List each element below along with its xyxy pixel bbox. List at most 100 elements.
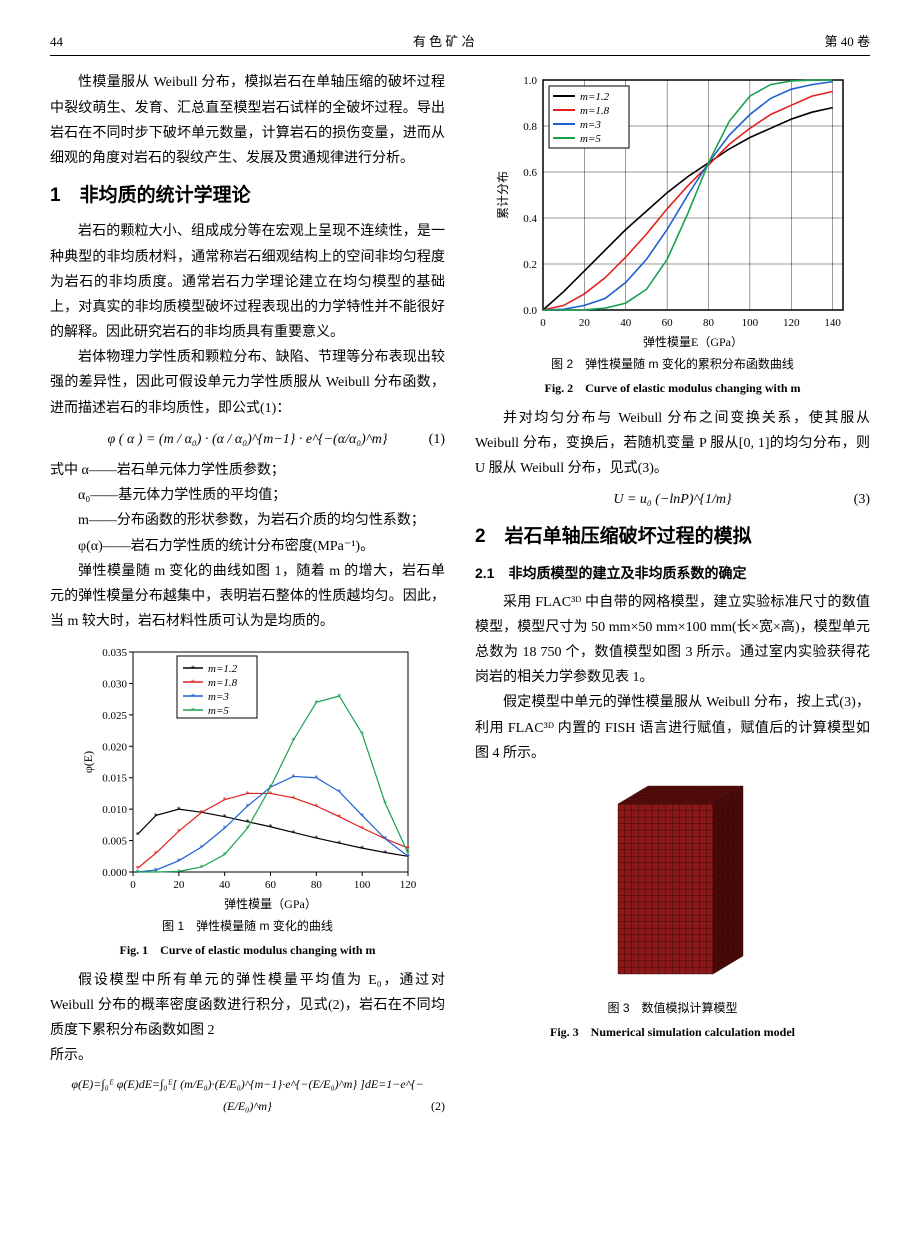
svg-text:*: *	[222, 824, 226, 833]
svg-text:0.8: 0.8	[523, 121, 537, 133]
page-number: 44	[50, 30, 63, 53]
svg-text:1.0: 1.0	[523, 75, 537, 87]
fig3-caption-en: Fig. 3 Numerical simulation calculation …	[475, 1022, 870, 1044]
svg-text:60: 60	[265, 879, 277, 891]
svg-text:*: *	[337, 839, 341, 848]
svg-text:*: *	[191, 706, 195, 715]
svg-text:0.2: 0.2	[523, 259, 537, 271]
svg-text:弹性模量E（GPa）: 弹性模量E（GPa）	[643, 335, 743, 349]
section-1-title: 1 非均质的统计学理论	[50, 179, 445, 213]
svg-text:*: *	[199, 843, 203, 852]
svg-text:*: *	[222, 851, 226, 860]
svg-text:*: *	[291, 829, 295, 838]
svg-text:0.010: 0.010	[102, 804, 127, 816]
svg-text:120: 120	[399, 879, 416, 891]
svg-text:0.000: 0.000	[102, 867, 127, 879]
svg-text:*: *	[135, 831, 139, 840]
fig1-caption-en: Fig. 1 Curve of elastic modulus changing…	[50, 940, 445, 962]
svg-text:20: 20	[173, 879, 185, 891]
svg-text:φ(E): φ(E)	[81, 751, 95, 773]
fig3-model	[573, 774, 773, 994]
figure-2: 0204060801001201400.00.20.40.60.81.0弹性模量…	[475, 70, 870, 399]
svg-text:*: *	[360, 824, 364, 833]
svg-text:*: *	[199, 863, 203, 872]
svg-text:*: *	[337, 788, 341, 797]
svg-text:*: *	[383, 849, 387, 858]
fig2-chart: 0204060801001201400.00.20.40.60.81.0弹性模量…	[493, 70, 853, 350]
subsection-2-1: 2.1 非均质模型的建立及非均质系数的确定	[475, 561, 870, 586]
svg-text:120: 120	[783, 317, 800, 329]
fig1-chart: 0204060801001200.0000.0050.0100.0150.020…	[78, 642, 418, 912]
equation-1: φ ( α ) = (m / α₀) · (α / α₀)^{m−1} · e^…	[50, 427, 445, 452]
svg-text:40: 40	[219, 879, 231, 891]
section-2-title: 2 岩石单轴压缩破坏过程的模拟	[475, 520, 870, 554]
svg-text:20: 20	[578, 317, 590, 329]
svg-text:*: *	[291, 773, 295, 782]
svg-text:0.0: 0.0	[523, 305, 537, 317]
equation-3: U = u₀ (−lnP)^{1/m} (3)	[475, 487, 870, 512]
svg-text:m=1.2: m=1.2	[208, 663, 238, 675]
svg-text:0.020: 0.020	[102, 742, 127, 754]
eq1-def3: m——分布函数的形状参数，为岩石介质的均匀性系数；	[78, 508, 445, 533]
eq1-def4: φ(α)——岩石力学性质的统计分布密度(MPa⁻¹)。	[78, 534, 445, 559]
svg-text:0.035: 0.035	[102, 647, 127, 659]
sec1-p3: 弹性模量随 m 变化的曲线如图 1，随着 m 的增大，岩石单元的弹性模量分布越集…	[50, 559, 445, 635]
svg-text:m=5: m=5	[208, 705, 229, 717]
svg-text:*: *	[314, 802, 318, 811]
svg-text:*: *	[383, 835, 387, 844]
svg-text:100: 100	[353, 879, 370, 891]
figure-3: 图 3 数值模拟计算模型 Fig. 3 Numerical simulation…	[475, 774, 870, 1043]
volume: 第 40 卷	[824, 30, 870, 53]
svg-text:0.030: 0.030	[102, 679, 127, 691]
svg-text:0.6: 0.6	[523, 167, 537, 179]
svg-text:0.025: 0.025	[102, 710, 127, 722]
svg-text:*: *	[245, 824, 249, 833]
sec1-p5: 并对均匀分布与 Weibull 分布之间变换关系，使其服从 Weibull 分布…	[475, 406, 870, 482]
svg-text:*: *	[337, 813, 341, 822]
svg-text:*: *	[199, 809, 203, 818]
svg-text:*: *	[222, 796, 226, 805]
fig2-caption-cn: 图 2 弹性模量随 m 变化的累积分布函数曲线	[475, 354, 870, 376]
svg-text:*: *	[176, 805, 180, 814]
svg-text:m=3: m=3	[580, 119, 601, 131]
svg-text:m=3: m=3	[208, 691, 229, 703]
equation-2: φ(E)=∫₀ᴱ φ(E)dE=∫₀ᴱ[ (m/E₀)·(E/E₀)^{m−1}…	[50, 1074, 445, 1117]
svg-text:*: *	[153, 849, 157, 858]
svg-text:*: *	[191, 692, 195, 701]
two-column-body: 性模量服从 Weibull 分布，模拟岩石在单轴压缩的破坏过程中裂纹萌生、发育、…	[50, 70, 870, 1200]
svg-text:*: *	[176, 868, 180, 877]
svg-text:140: 140	[824, 317, 841, 329]
svg-text:*: *	[135, 868, 139, 877]
sec1-p1: 岩石的颗粒大小、组成成分等在宏观上呈现不连续性，是一种典型的非均质材料，通常称岩…	[50, 219, 445, 345]
svg-text:40: 40	[620, 317, 632, 329]
svg-text:*: *	[406, 849, 410, 858]
col2-cont: 所示。	[50, 1043, 445, 1068]
svg-text:m=5: m=5	[580, 133, 601, 145]
svg-text:*: *	[153, 812, 157, 821]
eq1-def2: α₀——基元体力学性质的平均值；	[78, 483, 445, 508]
fig3-caption-cn: 图 3 数值模拟计算模型	[475, 998, 870, 1020]
svg-text:累计分布: 累计分布	[496, 171, 510, 219]
svg-text:m=1.2: m=1.2	[580, 91, 610, 103]
svg-text:60: 60	[661, 317, 673, 329]
svg-text:*: *	[268, 783, 272, 792]
eq1-def1: 式中 α——岩石单元体力学性质参数；	[50, 458, 445, 483]
svg-text:100: 100	[741, 317, 758, 329]
svg-text:*: *	[268, 823, 272, 832]
page-header: 44 有 色 矿 冶 第 40 卷	[50, 30, 870, 56]
sec2-p6: 采用 FLAC³ᴰ 中自带的网格模型，建立实验标准尺寸的数值模型，模型尺寸为 5…	[475, 590, 870, 691]
svg-text:0.4: 0.4	[523, 213, 537, 225]
svg-text:*: *	[314, 834, 318, 843]
svg-text:*: *	[176, 857, 180, 866]
svg-text:m=1.8: m=1.8	[208, 677, 238, 689]
sec2-p7: 假定模型中单元的弹性模量服从 Weibull 分布，按上式(3)，利用 FLAC…	[475, 690, 870, 766]
svg-text:*: *	[245, 790, 249, 799]
svg-text:80: 80	[703, 317, 715, 329]
svg-text:*: *	[153, 868, 157, 877]
svg-text:0.005: 0.005	[102, 836, 127, 848]
svg-text:*: *	[383, 799, 387, 808]
svg-text:*: *	[291, 794, 295, 803]
sec1-p4: 假设模型中所有单元的弹性模量平均值为 E₀，通过对 Weibull 分布的概率密…	[50, 968, 445, 1044]
svg-text:*: *	[291, 736, 295, 745]
intro-paragraph: 性模量服从 Weibull 分布，模拟岩石在单轴压缩的破坏过程中裂纹萌生、发育、…	[50, 70, 445, 171]
